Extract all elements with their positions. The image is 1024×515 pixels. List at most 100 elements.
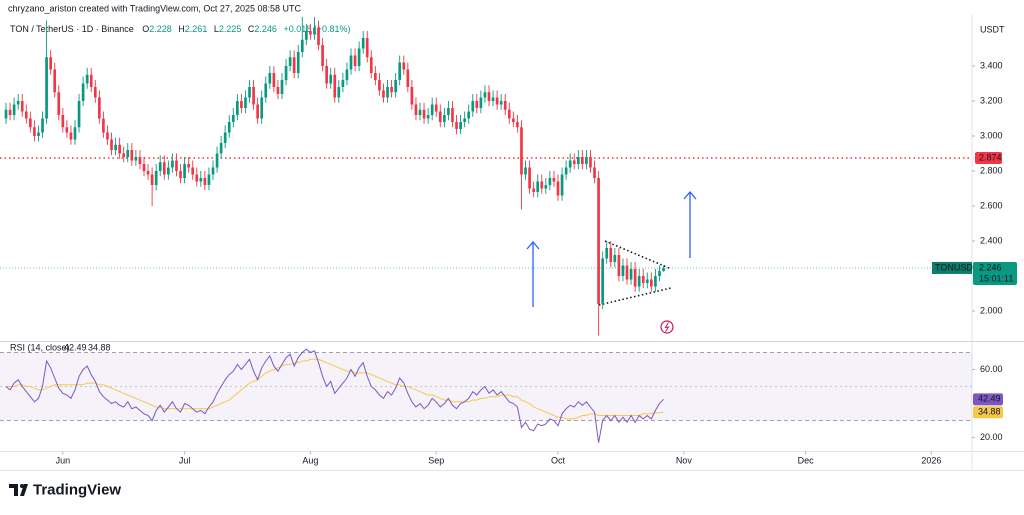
candle-body: [597, 178, 600, 304]
symbol-tag-label: TONUSDT: [935, 262, 979, 272]
candle-body: [57, 92, 61, 115]
candle-body: [349, 55, 353, 70]
y-tick-label: 2.800: [980, 165, 1003, 175]
candle-body: [296, 52, 300, 73]
candle-body: [447, 108, 450, 115]
candle-body: [475, 101, 479, 108]
candle-body: [422, 109, 426, 119]
price-tag-label: 2.246: [979, 262, 1002, 272]
candle-body: [528, 167, 531, 189]
candle-body: [325, 66, 328, 84]
candle-body: [544, 185, 548, 189]
candle-body: [333, 74, 337, 98]
candle-body: [187, 164, 190, 168]
candle-body: [321, 45, 324, 66]
candle-body: [24, 111, 28, 119]
candle-body: [20, 101, 24, 112]
candle-body: [556, 181, 560, 196]
logo-dot: [20, 484, 24, 488]
candle-body: [637, 276, 641, 287]
candle-body: [244, 97, 247, 108]
candle-body: [313, 27, 316, 35]
candle-body: [8, 109, 12, 115]
x-tick-label: Jul: [179, 455, 191, 465]
candle-body: [641, 276, 645, 283]
candle-body: [162, 162, 166, 175]
candle-body: [593, 167, 596, 178]
candle-body: [576, 157, 580, 164]
alert-icon: [660, 320, 674, 334]
candle-body: [410, 87, 414, 105]
candle-body: [382, 90, 385, 98]
candle-body: [175, 160, 178, 171]
candle-body: [601, 258, 604, 304]
level-tag: [975, 152, 1002, 165]
credit: chryzano_ariston created with TradingVie…: [8, 3, 301, 13]
candle-body: [53, 69, 57, 93]
y-tick-label: 20.00: [980, 432, 1003, 442]
candle-body: [49, 57, 52, 70]
candle-body: [585, 157, 588, 164]
currency-unit: USDT: [980, 24, 1005, 34]
level-label: 2.874: [979, 152, 1002, 162]
arrows: [526, 191, 697, 307]
y-tick-label: 2.000: [980, 305, 1003, 315]
candle-body: [142, 164, 146, 171]
candle-body: [491, 97, 495, 101]
x-tick-label: Nov: [676, 455, 693, 465]
ohlc-key: O: [142, 24, 149, 34]
candle-body: [260, 97, 264, 119]
candle-body: [361, 38, 365, 49]
candle-body: [341, 80, 345, 87]
trendline: [598, 287, 672, 306]
legend-line: TON / TetherUS · 1D · Binance O2.228 H2.…: [10, 24, 351, 34]
candle-body: [240, 101, 243, 108]
candle-body: [256, 104, 259, 119]
candle-body: [374, 73, 377, 80]
candle-body: [236, 101, 239, 115]
rsi-value-label: 34.88: [978, 407, 1001, 417]
candle-body: [645, 279, 649, 283]
ohlc-key: C: [248, 24, 255, 34]
candle-body: [264, 83, 268, 98]
countdown: 15:01:11: [979, 273, 1013, 283]
candle-body: [146, 171, 150, 175]
candle-body: [353, 55, 357, 66]
candle-body: [150, 174, 154, 185]
candle-body: [548, 178, 552, 185]
candle-body: [69, 132, 73, 140]
candle-body: [102, 118, 105, 133]
candle-body: [345, 69, 349, 80]
y-tick-label: 3.000: [980, 130, 1003, 140]
candle-body: [443, 115, 446, 122]
candle-body: [179, 171, 182, 178]
alert-circle: [660, 320, 674, 334]
candle-body: [406, 69, 410, 87]
candle-body: [365, 38, 369, 58]
rsi-legend-value: 42.49: [64, 342, 87, 352]
rsi-line: [6, 358, 664, 420]
candle-body: [85, 74, 89, 84]
candle-body: [272, 73, 276, 87]
logo-text: TradingView: [33, 481, 121, 498]
candle-body: [617, 255, 621, 276]
candle-body: [540, 181, 544, 189]
candle-body: [203, 178, 207, 185]
candle-body: [512, 118, 515, 122]
candle-body: [438, 111, 442, 122]
candle-body: [138, 157, 142, 164]
ohlc-value: 2.228: [149, 24, 172, 34]
symbol-title: TON / TetherUS · 1D · Binance: [10, 24, 134, 34]
candle-body: [369, 57, 373, 73]
ohlc-value: 2.225: [219, 24, 242, 34]
candle-body: [394, 80, 397, 93]
candle-body: [134, 157, 138, 161]
price-tag: [973, 261, 1017, 285]
candle-body: [536, 181, 540, 192]
candle-body: [45, 57, 48, 119]
triangle-pattern: [598, 240, 672, 306]
candle-body: [621, 265, 625, 276]
candle-body: [386, 87, 389, 98]
